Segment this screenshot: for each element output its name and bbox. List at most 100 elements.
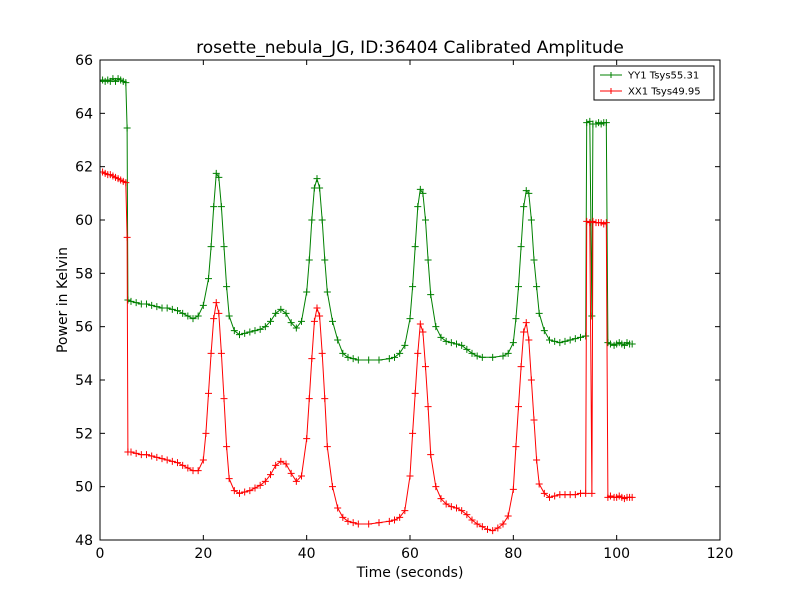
data-point — [606, 492, 614, 500]
data-point — [132, 299, 140, 307]
data-point — [512, 315, 520, 323]
data-point — [442, 500, 450, 508]
data-point — [401, 341, 409, 349]
data-point — [124, 296, 132, 304]
legend-box — [593, 65, 715, 101]
data-point — [349, 519, 357, 527]
data-point — [298, 317, 305, 325]
x-tick-label: 0 — [96, 546, 105, 562]
data-point — [303, 288, 311, 296]
data-point — [179, 461, 187, 469]
data-point — [305, 395, 313, 403]
data-point — [132, 449, 140, 457]
data-point — [522, 319, 530, 327]
data-point — [458, 341, 466, 349]
data-point — [582, 332, 590, 340]
data-point — [602, 119, 610, 127]
data-point — [251, 484, 259, 492]
data-point — [256, 325, 264, 333]
data-point — [207, 349, 215, 357]
data-point — [122, 179, 130, 187]
data-point — [583, 119, 591, 127]
data-point — [571, 335, 579, 343]
series-2 — [100, 168, 636, 535]
data-point — [442, 337, 450, 345]
data-point — [447, 503, 455, 511]
data-point — [602, 219, 610, 227]
data-point — [310, 317, 318, 325]
x-tick-label: 100 — [603, 546, 630, 562]
data-point — [509, 485, 517, 493]
data-point — [473, 352, 481, 360]
data-point — [189, 315, 197, 323]
data-point — [409, 429, 417, 437]
data-point — [334, 504, 342, 512]
data-point — [210, 315, 218, 323]
data-point — [520, 203, 528, 211]
data-point — [540, 327, 548, 335]
data-point — [411, 389, 419, 397]
data-point — [184, 464, 192, 472]
data-point — [329, 317, 336, 325]
data-point — [261, 477, 269, 485]
data-point — [223, 283, 231, 291]
data-point — [628, 493, 636, 501]
data-point — [628, 340, 636, 348]
data-point — [163, 304, 171, 312]
data-point — [530, 256, 538, 264]
data-point — [427, 451, 435, 459]
data-point — [282, 309, 290, 317]
data-point — [512, 443, 520, 451]
data-point — [499, 520, 507, 528]
data-point — [163, 456, 171, 464]
y-tick-label: 54 — [75, 373, 93, 389]
data-point — [212, 299, 220, 307]
data-point — [127, 448, 135, 456]
data-point — [432, 483, 440, 491]
y-tick-label: 58 — [75, 266, 93, 282]
data-point — [323, 443, 331, 451]
data-point — [236, 489, 243, 497]
data-point — [385, 517, 393, 525]
data-point — [409, 283, 417, 291]
data-point — [199, 456, 207, 464]
data-point — [533, 283, 541, 291]
data-point — [210, 203, 218, 211]
data-point — [158, 455, 166, 463]
data-point — [168, 305, 176, 313]
data-point — [424, 403, 432, 411]
data-point — [437, 333, 445, 341]
data-point — [473, 520, 481, 528]
data-point — [217, 203, 225, 211]
data-point — [277, 457, 285, 465]
data-point — [339, 513, 347, 521]
data-point — [123, 233, 131, 241]
data-point — [143, 451, 150, 459]
data-point — [225, 475, 233, 483]
data-point — [582, 489, 590, 497]
data-point — [515, 283, 522, 291]
data-point — [468, 349, 476, 357]
data-point — [127, 297, 135, 305]
data-point — [313, 304, 321, 312]
data-point — [365, 356, 373, 364]
legend-marker — [608, 88, 614, 94]
data-point — [391, 353, 398, 361]
y-tick-label: 60 — [75, 213, 93, 229]
data-point — [478, 353, 486, 361]
data-point — [344, 353, 352, 361]
data-point — [365, 520, 373, 528]
data-point — [494, 524, 502, 532]
data-point — [556, 339, 564, 347]
data-point — [504, 349, 512, 357]
data-point — [308, 355, 316, 363]
series-layer — [100, 75, 636, 535]
data-point — [344, 517, 352, 525]
data-point — [504, 512, 512, 520]
data-point — [205, 275, 212, 283]
data-point — [561, 337, 569, 345]
data-point — [215, 309, 223, 317]
chart-title: rosette_nebula_JG, ID:36404 Calibrated A… — [196, 38, 624, 58]
data-point — [401, 507, 409, 515]
